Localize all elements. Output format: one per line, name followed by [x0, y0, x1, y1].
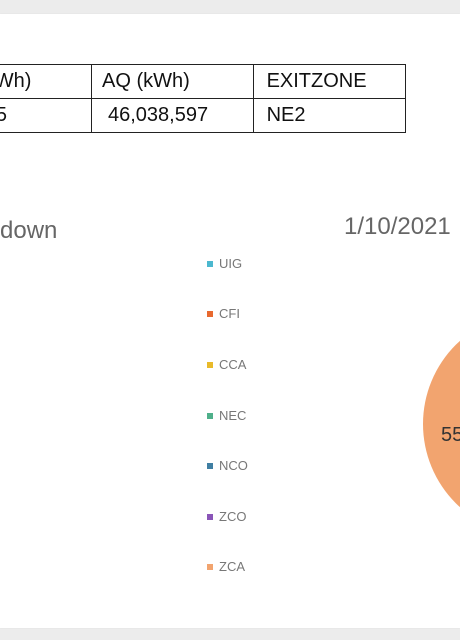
legend-swatch [207, 412, 213, 419]
legend-label: CFI [219, 306, 240, 321]
legend-swatch [207, 563, 213, 570]
legend-item-zca: ZCA [207, 559, 245, 575]
table-row: 2,105 46,038,597 NE2 [0, 98, 407, 133]
legend-label: NCO [219, 458, 248, 473]
legend-label: ZCA [219, 559, 245, 574]
chart-section-title: kdown [0, 217, 58, 244]
table-header-cell: Q (kWh) [0, 64, 92, 99]
report-card: Q (kWh) AQ (kWh) EXITZONE 2,105 46,038,5… [0, 14, 460, 628]
pie-chart [423, 340, 460, 508]
legend-label: UIG [219, 256, 243, 271]
legend-swatch [207, 361, 213, 368]
legend-item-nco: NCO [207, 458, 248, 474]
legend-swatch [207, 260, 213, 267]
table-header-cell: AQ (kWh) [91, 64, 254, 99]
legend-item-zco: ZCO [207, 509, 246, 525]
legend-label: CCA [219, 357, 247, 372]
pie-slice-label: 55 [441, 424, 460, 446]
legend-item-uig: UIG [207, 256, 242, 272]
table-cell: 46,038,597 [91, 98, 254, 133]
pie-date-label: 1/10/2021 [344, 213, 451, 240]
legend-item-cca: CCA [207, 357, 246, 373]
legend-item-nec: NEC [207, 408, 246, 424]
table-cell: NE2 [252, 98, 407, 133]
legend-item-cfi: CFI [207, 306, 240, 322]
legend-swatch [207, 513, 213, 520]
legend-label: ZCO [219, 509, 247, 524]
pie-slice-zca [423, 340, 460, 508]
pie-legend: UIG CFI CCA NEC NCO ZCO ZCA [207, 256, 297, 586]
legend-swatch [207, 462, 213, 469]
legend-swatch [207, 310, 213, 317]
meter-info-table: Q (kWh) AQ (kWh) EXITZONE 2,105 46,038,5… [0, 64, 407, 133]
table-cell: 2,105 [0, 98, 92, 133]
legend-label: NEC [219, 408, 247, 423]
